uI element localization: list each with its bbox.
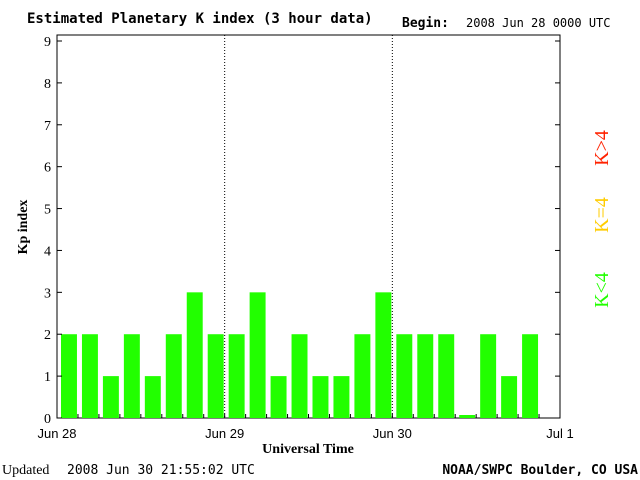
kp-bar xyxy=(165,334,182,418)
y-tick-label: 1 xyxy=(44,370,51,385)
chart-title: Estimated Planetary K index (3 hour data… xyxy=(27,11,373,27)
y-tick-label: 9 xyxy=(44,35,51,50)
kp-bar xyxy=(228,334,245,418)
legend-k-less-4: K<4 xyxy=(591,272,613,308)
legend-k-equal-4: K=4 xyxy=(591,197,613,233)
kp-bar xyxy=(291,334,308,418)
x-axis-label: Universal Time xyxy=(262,442,354,457)
kp-bar xyxy=(102,376,119,418)
y-tick-label: 3 xyxy=(44,286,51,301)
kp-bar xyxy=(522,334,539,418)
y-axis-label: Kp index xyxy=(16,200,31,255)
kp-bar xyxy=(144,376,161,418)
kp-bar xyxy=(396,334,413,418)
legend-k-greater-4: K>4 xyxy=(591,130,613,166)
y-tick-label: 0 xyxy=(44,412,51,427)
y-tick-label: 8 xyxy=(44,77,51,92)
kp-bar xyxy=(480,334,497,418)
x-axis-ticks: Jun 28 Jun 29 Jun 30 Jul 1 xyxy=(37,414,574,441)
begin-value: 2008 Jun 28 0000 UTC xyxy=(466,16,611,30)
updated-value: 2008 Jun 30 21:55:02 UTC xyxy=(67,463,255,478)
y-axis-ticks: 0 1 2 3 4 5 6 7 8 9 xyxy=(44,35,560,427)
kp-bar xyxy=(186,292,203,418)
bars xyxy=(61,292,539,418)
source-credit: NOAA/SWPC Boulder, CO USA xyxy=(442,463,638,478)
kp-bar xyxy=(270,376,287,418)
kp-bar xyxy=(459,415,476,418)
kp-bar xyxy=(81,334,98,418)
y-tick-label: 2 xyxy=(44,328,51,343)
kp-bar xyxy=(417,334,434,418)
x-tick-label: Jul 1 xyxy=(546,426,573,441)
kp-bar xyxy=(333,376,350,418)
kp-bar xyxy=(438,334,455,418)
kp-bar xyxy=(501,376,518,418)
x-tick-label: Jun 29 xyxy=(205,426,244,441)
y-tick-label: 6 xyxy=(44,161,51,176)
kp-bar xyxy=(123,334,140,418)
y-tick-label: 5 xyxy=(44,203,51,218)
y-tick-label: 7 xyxy=(44,119,51,134)
x-tick-label: Jun 30 xyxy=(373,426,412,441)
x-tick-label: Jun 28 xyxy=(37,426,76,441)
begin-label: Begin: xyxy=(402,16,449,31)
kp-bar xyxy=(61,334,77,418)
kp-bar xyxy=(375,292,392,418)
y-tick-label: 4 xyxy=(44,244,51,259)
kp-bar xyxy=(354,334,371,418)
kp-bar xyxy=(249,292,266,418)
kp-bar xyxy=(207,334,224,418)
day-separators xyxy=(224,35,393,418)
updated-label: Updated xyxy=(2,463,49,478)
kp-bar xyxy=(312,376,329,418)
